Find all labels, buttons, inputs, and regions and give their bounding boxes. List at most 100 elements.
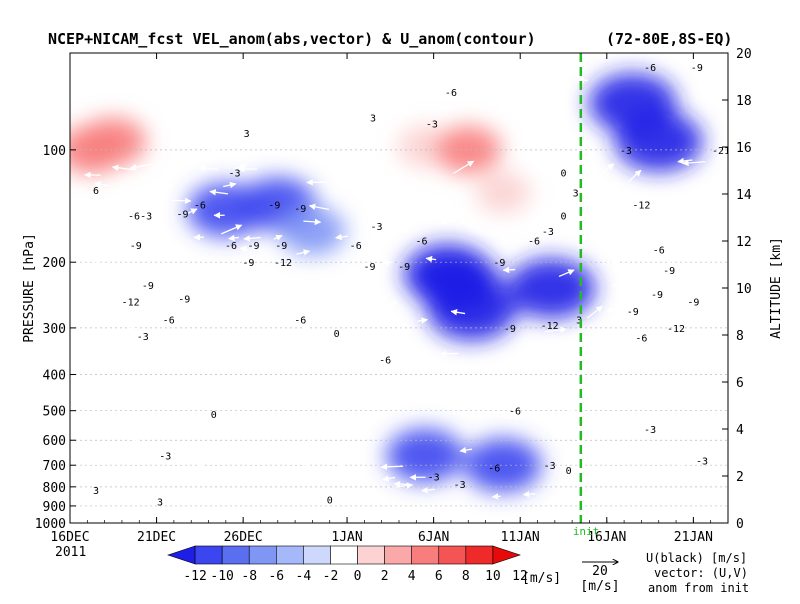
contour-label: -9	[504, 324, 516, 335]
colorbar-label: -4	[296, 569, 312, 584]
init-label: init	[573, 525, 600, 538]
altitude-tick-label: 2	[736, 470, 744, 485]
contour-label: -12	[541, 321, 559, 332]
anomaly-blob	[475, 171, 530, 213]
anomaly-blob	[80, 118, 146, 166]
wind-vector	[172, 200, 191, 201]
contour-label: -6	[635, 333, 647, 344]
altitude-tick-label: 6	[736, 376, 744, 391]
contour-label: -3	[228, 169, 240, 180]
altitude-tick-label: 20	[736, 47, 752, 62]
contour-label: -6	[509, 407, 521, 418]
contour-label: -9	[242, 258, 254, 269]
contour-label: -9	[651, 290, 663, 301]
wind-vector	[492, 496, 500, 497]
contour-label: -3	[696, 457, 708, 468]
contour-label: 3	[157, 497, 163, 508]
colorbar-cell	[195, 546, 222, 564]
contour-label: 0	[211, 410, 217, 421]
y-tick-label: 100	[43, 144, 66, 159]
altitude-tick-label: 0	[736, 517, 744, 532]
wind-vector	[503, 270, 515, 271]
colorbar-cell	[276, 546, 303, 564]
colorbar-label: -6	[268, 569, 284, 584]
contour-label: -6	[488, 464, 500, 475]
x-year-left: 2011	[55, 545, 86, 560]
contour-label: -3	[370, 222, 382, 233]
colorbar-label: -10	[210, 569, 233, 584]
legend-line-1: U(black) [m/s]	[646, 551, 747, 565]
contour-label: -21	[712, 146, 730, 157]
y-axis-label-left: PRESSURE [hPa]	[22, 233, 37, 343]
altitude-tick-label: 8	[736, 329, 744, 344]
legend-line-3: anom from init	[648, 581, 749, 595]
colorbar-cell	[466, 546, 493, 564]
contour-label: -9	[691, 63, 703, 74]
contour-label: 3	[370, 114, 376, 125]
chart-title: NCEP+NICAM_fcst VEL_anom(abs,vector) & U…	[48, 30, 536, 48]
y-tick-label: 300	[43, 322, 66, 337]
colorbar-cell	[330, 546, 357, 564]
contour-label: -9	[142, 281, 154, 292]
colorbar-cell	[358, 546, 385, 564]
y-tick-label: 800	[43, 481, 66, 496]
y-tick-label: 400	[43, 369, 66, 384]
contour-label: -9	[687, 298, 699, 309]
x-tick-label: 21DEC	[137, 530, 176, 545]
colorbar-label: 8	[462, 569, 470, 584]
altitude-tick-label: 10	[736, 282, 752, 297]
contour-label: -9	[178, 294, 190, 305]
contour-label: 0	[327, 495, 333, 506]
x-tick-label: 16DEC	[50, 530, 89, 545]
contour-label: -9	[398, 262, 410, 273]
altitude-tick-label: 12	[736, 235, 752, 250]
anomaly-blob	[428, 281, 516, 341]
contour-label: -3	[428, 472, 440, 483]
wind-vector	[394, 484, 408, 485]
y-tick-label: 700	[43, 459, 66, 474]
contour-label: 0	[560, 169, 566, 180]
contour-label: -3	[544, 461, 556, 472]
contour-label: -3	[140, 212, 152, 223]
x-tick-label: 11JAN	[501, 530, 540, 545]
y-axis-label-right: ALTITUDE [km]	[769, 237, 784, 339]
contour-label: -6	[445, 88, 457, 99]
colorbar-label: 4	[408, 569, 416, 584]
contour-label: -12	[667, 324, 685, 335]
contour-label: 0	[334, 329, 340, 340]
y-tick-label: 600	[43, 434, 66, 449]
colorbar-label: -12	[183, 569, 206, 584]
contour-label: -3	[137, 332, 149, 343]
colorbar-unit: [m/s]	[522, 571, 561, 586]
contour-label: -6	[415, 237, 427, 248]
colorbar-cell	[412, 546, 439, 564]
legend-line-2: vector: (U,V)	[654, 566, 748, 580]
contour-label: -3	[426, 120, 438, 131]
legend: U(black) [m/s] vector: (U,V) anom from i…	[646, 551, 749, 595]
contour-label: -9	[275, 241, 287, 252]
anomaly-blob	[507, 258, 595, 318]
contour-label: -6	[528, 237, 540, 248]
colorbar-cell	[493, 546, 520, 564]
contour-label: 3	[573, 188, 579, 199]
contour-label: -6	[653, 246, 665, 257]
contour-label: -9	[268, 200, 280, 211]
vector-scale-unit: [m/s]	[580, 579, 619, 594]
x-tick-label: 21JAN	[674, 530, 713, 545]
contour-label: -6	[128, 212, 140, 223]
contour-label: -9	[493, 258, 505, 269]
colorbar-cell	[439, 546, 466, 564]
contour-label: -9	[663, 266, 675, 277]
contour-label: -9	[177, 209, 189, 220]
altitude-tick-label: 18	[736, 94, 752, 109]
anomaly-blob	[279, 207, 345, 255]
anomaly-blob	[386, 429, 463, 483]
altitude-tick-label: 16	[736, 141, 752, 156]
contour-label: 0	[566, 466, 572, 477]
chart-region: (72-80E,8S-EQ)	[606, 30, 732, 48]
y-tick-label: 500	[43, 405, 66, 420]
colorbar-cell	[222, 546, 249, 564]
